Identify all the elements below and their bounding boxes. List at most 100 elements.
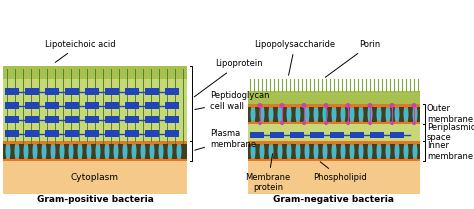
Bar (3, 141, 187, 144)
Bar (386, 142, 390, 144)
Bar (25, 130, 39, 137)
Bar (125, 130, 139, 137)
Ellipse shape (385, 104, 391, 124)
Bar (105, 142, 109, 144)
Ellipse shape (349, 104, 355, 124)
Circle shape (280, 103, 284, 108)
Bar (132, 158, 136, 161)
Bar (395, 121, 399, 124)
Bar (305, 105, 309, 107)
Bar (248, 104, 420, 107)
Ellipse shape (268, 104, 273, 124)
Bar (65, 102, 79, 109)
Ellipse shape (412, 141, 418, 161)
Bar (60, 158, 64, 161)
Bar (404, 142, 408, 144)
Bar (350, 142, 354, 144)
Bar (314, 105, 318, 107)
Bar (386, 121, 390, 124)
Ellipse shape (358, 104, 364, 124)
Ellipse shape (349, 141, 355, 161)
Ellipse shape (158, 141, 164, 161)
Bar (165, 88, 179, 95)
Bar (51, 142, 55, 144)
Bar (3, 161, 187, 194)
Ellipse shape (268, 141, 273, 161)
Bar (45, 116, 59, 123)
Bar (287, 142, 291, 144)
Circle shape (323, 103, 328, 108)
Ellipse shape (403, 104, 409, 124)
Ellipse shape (295, 104, 301, 124)
Bar (25, 116, 39, 123)
Ellipse shape (167, 141, 173, 161)
Bar (404, 121, 408, 124)
Bar (248, 161, 420, 194)
Bar (125, 102, 139, 109)
Bar (314, 121, 318, 124)
Ellipse shape (104, 141, 109, 161)
Bar (248, 144, 420, 158)
Bar (368, 158, 372, 161)
Text: Lipoteichoic acid: Lipoteichoic acid (45, 40, 115, 62)
Bar (377, 142, 381, 144)
Bar (105, 116, 119, 123)
Bar (6, 158, 10, 161)
Ellipse shape (376, 104, 382, 124)
Ellipse shape (331, 104, 337, 124)
Bar (177, 158, 181, 161)
Ellipse shape (250, 141, 255, 161)
Bar (33, 142, 37, 144)
Bar (125, 88, 139, 95)
Ellipse shape (394, 104, 400, 124)
Ellipse shape (24, 141, 28, 161)
Ellipse shape (6, 141, 10, 161)
Text: Membrane
protein: Membrane protein (246, 154, 291, 192)
Bar (404, 158, 408, 161)
Bar (314, 142, 318, 144)
Bar (251, 105, 255, 107)
Ellipse shape (176, 141, 182, 161)
Circle shape (412, 121, 416, 125)
Bar (132, 142, 136, 144)
Bar (323, 158, 327, 161)
Ellipse shape (376, 141, 382, 161)
Bar (341, 142, 345, 144)
Bar (24, 158, 28, 161)
Ellipse shape (322, 141, 328, 161)
Bar (69, 142, 73, 144)
Bar (25, 88, 39, 95)
Bar (341, 158, 345, 161)
Bar (270, 132, 284, 138)
Circle shape (280, 121, 284, 125)
Bar (105, 102, 119, 109)
Bar (395, 158, 399, 161)
Bar (85, 88, 99, 95)
Circle shape (411, 103, 417, 108)
Circle shape (390, 103, 394, 108)
Ellipse shape (51, 141, 55, 161)
Ellipse shape (313, 141, 319, 161)
Bar (85, 116, 99, 123)
Circle shape (346, 103, 350, 108)
Bar (269, 158, 273, 161)
Bar (278, 158, 282, 161)
Bar (323, 105, 327, 107)
Bar (165, 130, 179, 137)
Bar (78, 142, 82, 144)
Bar (165, 102, 179, 109)
Ellipse shape (42, 141, 46, 161)
Bar (413, 158, 417, 161)
Circle shape (258, 121, 262, 125)
Ellipse shape (385, 141, 391, 161)
Ellipse shape (259, 141, 264, 161)
Bar (305, 121, 309, 124)
Bar (248, 158, 420, 161)
Bar (65, 116, 79, 123)
Ellipse shape (149, 141, 155, 161)
Bar (145, 88, 159, 95)
Bar (60, 142, 64, 144)
Text: Lipoprotein: Lipoprotein (194, 60, 263, 97)
Bar (51, 158, 55, 161)
Bar (296, 105, 300, 107)
